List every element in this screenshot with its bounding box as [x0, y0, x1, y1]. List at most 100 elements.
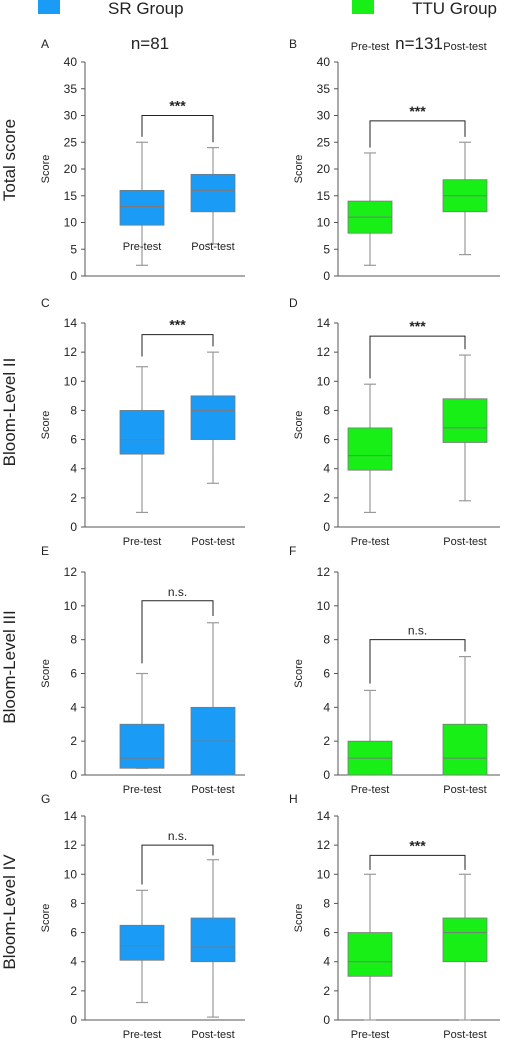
panel-c: C 0 2 4 6 8 10 12 14 Score Pre-test Post-test ***	[40, 296, 245, 548]
y-tick-label: 5	[70, 242, 77, 256]
y-tick-label: 35	[317, 82, 331, 96]
y-tick-label: 6	[70, 433, 77, 447]
iqr-box	[119, 189, 165, 226]
box-post-test: Post-test	[442, 354, 488, 548]
x-category-label: Pre-test	[351, 1029, 390, 1041]
y-tick-label: 4	[70, 955, 77, 969]
x-category-label: Pre-test	[351, 536, 390, 548]
y-axis-label: Score	[40, 659, 52, 688]
panel-letter: C	[41, 296, 50, 310]
y-tick-label: 8	[323, 633, 330, 647]
y-tick-label: 6	[323, 926, 330, 940]
y-tick-label: 12	[64, 838, 78, 852]
y-tick-label: 8	[70, 633, 77, 647]
y-tick-label: 14	[317, 316, 331, 330]
legend-label-sr: SR Group	[108, 0, 184, 18]
x-category-label: Post-test	[191, 784, 234, 796]
y-tick-label: 12	[317, 838, 331, 852]
box-post-test: Post-test	[190, 622, 236, 796]
y-axis-label: Score	[293, 659, 305, 688]
significance-label: ***	[409, 103, 426, 119]
x-category-label: Post-test	[443, 1029, 486, 1041]
box-pre-test: Pre-test	[119, 889, 165, 1041]
x-category-label: Pre-test	[123, 784, 162, 796]
box-pre-test: Pre-test	[347, 689, 393, 796]
y-tick-label: 30	[64, 109, 78, 123]
legend: SR Group n=81 TTU Group n=131	[38, 0, 497, 53]
significance-bracket	[141, 334, 214, 357]
panel-d: D 0 2 4 6 8 10 12 14 Score Pre-test Post-test ***	[289, 296, 500, 548]
legend-n-ttu: n=131	[395, 34, 443, 53]
x-category-label: Post-test	[443, 784, 486, 796]
significance-label: n.s.	[408, 624, 427, 638]
y-tick-label: 14	[317, 809, 331, 823]
y-tick-label: 2	[70, 984, 77, 998]
y-axis-label: Score	[40, 155, 52, 184]
y-axis-label: Score	[293, 411, 305, 440]
significance-label: n.s.	[168, 829, 187, 843]
panel-letter: B	[289, 37, 297, 51]
panel-letter: H	[289, 792, 298, 806]
y-tick-label: 8	[70, 896, 77, 910]
x-category-label: Pre-test	[123, 1029, 162, 1041]
y-tick-label: 8	[323, 896, 330, 910]
iqr-box	[442, 917, 488, 963]
x-category-label: Post-test	[191, 1029, 234, 1041]
panel-letter: D	[289, 296, 298, 310]
box-post-test: Post-test	[190, 859, 236, 1041]
box-pre-test: Pre-test	[119, 141, 165, 266]
x-category-label: Pre-test	[351, 41, 390, 53]
panel-letter: G	[41, 792, 50, 806]
y-tick-label: 0	[70, 1013, 77, 1027]
y-tick-label: 10	[317, 599, 331, 613]
y-tick-label: 14	[64, 316, 78, 330]
x-category-label: Post-test	[443, 536, 486, 548]
y-tick-label: 12	[317, 565, 331, 579]
box-pre-test: Pre-test	[347, 873, 393, 1041]
iqr-box	[190, 395, 236, 440]
significance-label: ***	[409, 837, 426, 853]
significance-bracket	[141, 844, 214, 885]
y-tick-label: 6	[70, 926, 77, 940]
iqr-box	[347, 427, 393, 471]
box-pre-test: Pre-test	[347, 41, 393, 266]
significance-bracket	[369, 639, 466, 684]
y-tick-label: 10	[64, 867, 78, 881]
y-tick-label: 6	[70, 667, 77, 681]
panel-e: E 0 2 4 6 8 10 12 Score Pre-test Post-test n.s.	[40, 544, 245, 796]
y-tick-label: 40	[64, 55, 78, 69]
y-axis-label: Score	[40, 411, 52, 440]
y-tick-label: 30	[317, 109, 331, 123]
panel-letter: F	[289, 544, 296, 558]
y-tick-label: 2	[323, 734, 330, 748]
significance-bracket	[141, 600, 214, 664]
y-tick-label: 10	[64, 374, 78, 388]
y-tick-label: 0	[70, 768, 77, 782]
y-tick-label: 4	[70, 700, 77, 714]
significance-bracket	[369, 854, 466, 870]
x-category-label: Pre-test	[123, 241, 162, 253]
panel-h: H 0 2 4 6 8 10 12 14 Score Pre-test Post-test ***	[289, 792, 500, 1041]
panel-f: F 0 2 4 6 8 10 12 Score Pre-test Post-test n.s.	[289, 544, 500, 796]
panel-letter: A	[41, 37, 49, 51]
box-post-test: Post-test	[442, 655, 488, 796]
y-tick-label: 14	[64, 809, 78, 823]
iqr-box	[119, 924, 165, 961]
y-tick-label: 6	[323, 433, 330, 447]
y-tick-label: 2	[323, 491, 330, 505]
y-tick-label: 12	[317, 345, 331, 359]
x-category-label: Post-test	[191, 536, 234, 548]
significance-label: ***	[409, 318, 426, 334]
x-category-label: Post-test	[191, 241, 234, 253]
y-tick-label: 2	[323, 984, 330, 998]
panel-letter: E	[41, 544, 49, 558]
box-pre-test: Pre-test	[119, 672, 165, 796]
panel-b: B 0 5 10 15 20 25 30 35 40 Score Pre-test Post-test *…	[289, 37, 500, 283]
row-label-bloom-ii: Bloom-Level II	[0, 358, 19, 467]
iqr-box	[347, 932, 393, 977]
iqr-box	[442, 398, 488, 443]
y-tick-label: 8	[70, 403, 77, 417]
y-axis-label: Score	[293, 155, 305, 184]
legend-n-sr: n=81	[131, 34, 169, 53]
